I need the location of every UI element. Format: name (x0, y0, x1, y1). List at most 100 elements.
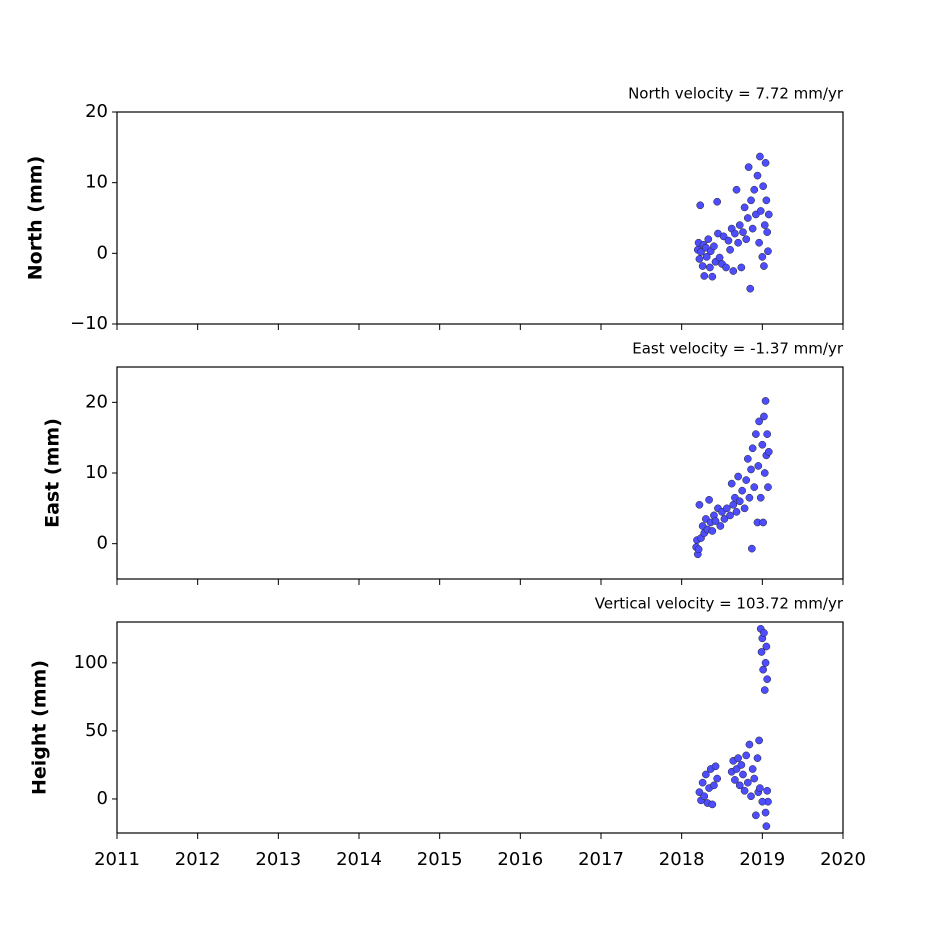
x-tick-label: 2014 (336, 849, 382, 870)
data-point (755, 238, 763, 247)
data-point (758, 797, 767, 806)
y-tick-label: 0 (97, 242, 108, 263)
data-point (745, 493, 754, 502)
data-point (742, 235, 751, 244)
y-tick-label: 0 (97, 788, 108, 809)
y-axis-label: Height (mm) (29, 660, 51, 795)
data-point (763, 430, 772, 438)
data-point (734, 238, 742, 247)
data-point (732, 185, 741, 194)
data-point (720, 515, 729, 523)
x-tick-label: 2020 (820, 849, 866, 870)
data-point (711, 762, 720, 771)
y-tick-label: 0 (97, 533, 108, 554)
data-point (761, 808, 770, 817)
data-point (755, 417, 763, 426)
data-point (760, 221, 769, 229)
data-point (747, 196, 755, 205)
data-point (762, 642, 771, 651)
data-point (757, 648, 766, 656)
data-point (758, 253, 767, 261)
data-point (731, 229, 739, 238)
data-point (761, 658, 770, 667)
data-point (722, 504, 731, 513)
data-point (759, 182, 767, 191)
plot-frame (116, 621, 844, 834)
data-point (764, 447, 773, 456)
x-tick-label: 2015 (417, 849, 463, 870)
data-point (760, 412, 768, 421)
data-point (756, 493, 765, 502)
data-point (760, 686, 769, 694)
y-axis-label: East (mm) (42, 418, 64, 528)
data-point (748, 765, 757, 773)
data-point (742, 476, 751, 484)
y-tick-label: 10 (85, 172, 108, 193)
data-point (698, 262, 707, 270)
data-point (729, 500, 738, 509)
data-point (710, 781, 718, 790)
data-point (743, 778, 752, 787)
y-tick-label: 50 (85, 720, 108, 741)
data-point (702, 770, 710, 779)
x-tick-label: 2016 (497, 849, 543, 870)
data-point (719, 232, 728, 241)
y-tick-label: 100 (74, 652, 108, 673)
data-point (737, 761, 746, 769)
data-point (761, 159, 770, 167)
data-point (724, 236, 733, 245)
data-point (713, 197, 722, 206)
data-point (734, 472, 742, 481)
data-point (760, 262, 768, 270)
data-point (740, 203, 749, 212)
data-point (708, 800, 717, 809)
x-tick-label: 2012 (175, 849, 221, 870)
data-point (711, 517, 720, 525)
data-point (737, 263, 746, 272)
panel-title: East velocity = -1.37 mm/yr (632, 340, 844, 358)
data-point (740, 504, 749, 513)
data-point (747, 465, 755, 474)
data-point (731, 776, 739, 784)
data-point (747, 544, 756, 553)
data-point (746, 284, 755, 293)
data-point (756, 152, 764, 161)
data-point (762, 822, 771, 831)
x-tick-label: 2019 (739, 849, 785, 870)
data-point (745, 740, 754, 749)
data-point (710, 242, 718, 251)
data-point (726, 511, 734, 520)
data-point (756, 207, 765, 215)
data-point (750, 774, 759, 783)
y-tick-label: 20 (85, 391, 108, 412)
data-point (759, 665, 767, 674)
data-point (748, 224, 757, 233)
data-point (761, 397, 770, 405)
data-point (727, 479, 736, 488)
data-point (763, 786, 772, 795)
data-point (753, 171, 762, 180)
data-point (750, 483, 759, 491)
data-point (700, 272, 709, 280)
data-point (763, 228, 772, 236)
data-point (738, 486, 747, 495)
data-point (716, 522, 725, 530)
data-point (695, 255, 704, 263)
data-point (698, 778, 707, 787)
data-point (734, 754, 742, 762)
x-tick-label: 2018 (659, 849, 705, 870)
data-point (706, 263, 714, 272)
data-point (739, 770, 747, 779)
data-point (700, 792, 709, 801)
data-point (743, 214, 752, 222)
data-point (748, 444, 757, 453)
data-point (752, 811, 760, 820)
data-point (702, 253, 711, 261)
y-tick-label: −10 (70, 313, 108, 334)
data-point (762, 196, 771, 205)
data-point (750, 185, 759, 194)
panel-title: North velocity = 7.72 mm/yr (628, 85, 844, 103)
data-point (735, 221, 744, 229)
y-tick-label: 10 (85, 462, 108, 483)
